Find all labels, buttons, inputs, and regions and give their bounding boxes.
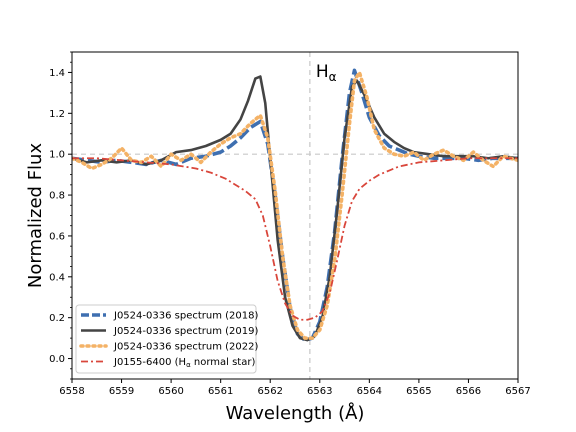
x-tick-label: 6562 — [257, 386, 282, 397]
legend-label-2: J0524-0336 spectrum (2019) — [113, 326, 258, 337]
x-axis-ticks: 6558 6559 6560 6561 6562 6563 6564 6565 6566 6567 — [59, 379, 531, 397]
y-tick-label: 0.2 — [49, 313, 65, 324]
series-line-4 — [72, 157, 518, 321]
x-tick-label: 6560 — [158, 386, 183, 397]
series-line-3 — [72, 70, 518, 340]
y-tick-label: 1.2 — [49, 109, 65, 120]
x-axis-title: Wavelength (Å) — [226, 402, 365, 424]
y-tick-label: 0.8 — [49, 191, 65, 202]
y-axis-title: Normalized Flux — [25, 143, 46, 289]
legend: J0524-0336 spectrum (2018) J0524-0336 spe… — [75, 304, 258, 374]
x-tick-label: 6566 — [456, 386, 481, 397]
x-tick-label: 6564 — [357, 386, 382, 397]
legend-label-3: J0524-0336 spectrum (2022) — [113, 342, 258, 353]
x-tick-label: 6561 — [208, 386, 233, 397]
y-tick-label: 0.6 — [49, 231, 65, 242]
series-layer — [72, 68, 518, 342]
legend-label-4: J0155-6400 (Hα normal star) — [113, 357, 255, 369]
y-tick-label: 1.0 — [49, 150, 65, 161]
y-tick-label: 1.4 — [49, 68, 65, 79]
x-tick-label: 6559 — [109, 386, 134, 397]
plot-area: Hα — [71, 51, 519, 380]
y-axis-ticks: 0.0 0.2 0.4 0.6 0.8 1.0 1.2 1.4 — [49, 51, 72, 380]
x-tick-label: 6567 — [505, 386, 530, 397]
x-tick-label: 6558 — [59, 386, 84, 397]
x-tick-label: 6563 — [307, 386, 332, 397]
x-tick-label: 6565 — [406, 386, 431, 397]
legend-box — [75, 304, 257, 374]
legend-label-1: J0524-0336 spectrum (2018) — [113, 311, 258, 322]
y-tick-label: 0.4 — [49, 272, 65, 283]
y-tick-label: 0.0 — [49, 354, 65, 365]
